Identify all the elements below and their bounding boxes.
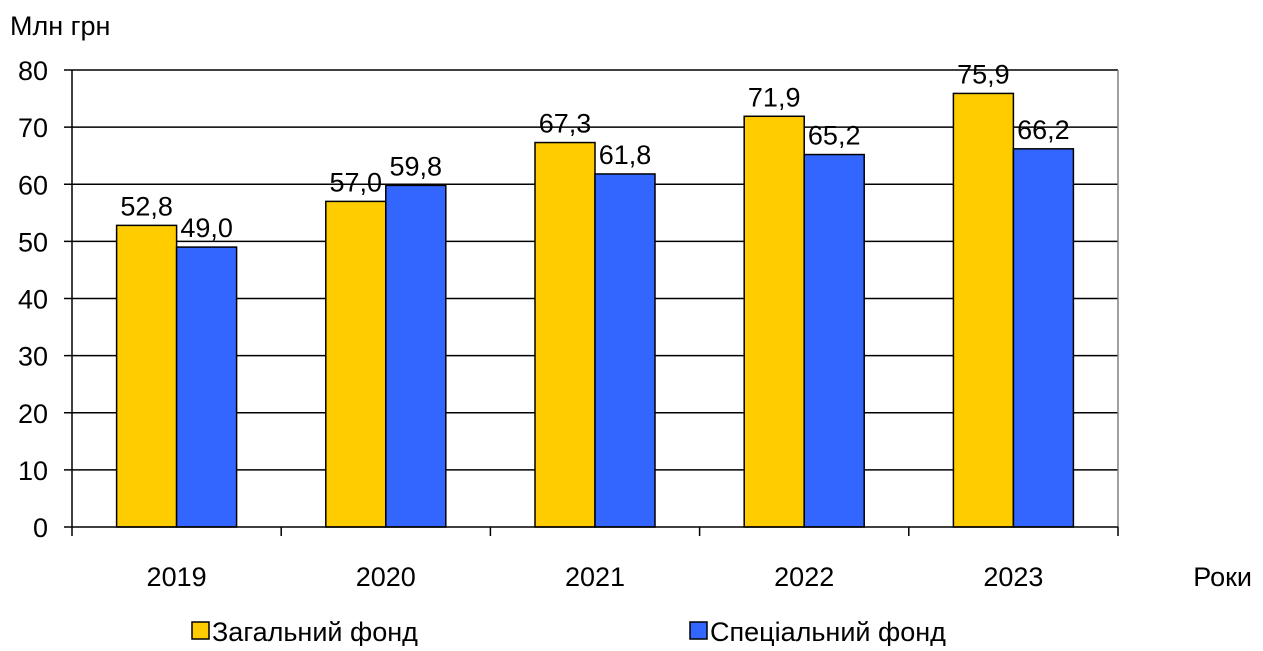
legend-item-series-1: Загальний фонд [191,617,418,647]
y-tick-label: 0 [33,513,48,543]
legend: Загальний фонд Спеціальний фонд [191,617,946,647]
y-tick-label: 40 [18,285,48,315]
y-tick-label: 80 [18,56,48,86]
bar-series-1-2019 [115,224,178,528]
data-label-series-2-2019: 49,0 [180,213,233,243]
data-label-series-2-2023: 66,2 [1017,115,1070,145]
y-tick-label: 70 [18,113,48,143]
bar-series-2-2020 [385,184,447,528]
x-tick-label: 2020 [356,562,416,592]
y-tick-label: 20 [18,399,48,429]
x-axis-title: Роки [1193,562,1252,592]
bars [115,92,1075,528]
bar-series-1-2023 [952,92,1015,528]
x-tick-label: 2023 [983,562,1043,592]
data-label-series-1-2020: 57,0 [330,167,383,197]
y-tick-label: 60 [18,170,48,200]
data-label-series-1-2022: 71,9 [748,82,801,112]
y-axis-title: Млн грн [10,11,110,41]
bar-series-2-2019 [175,246,238,528]
data-label-series-1-2021: 67,3 [539,109,592,139]
bar-series-2-2021 [594,173,656,528]
x-tick-label: 2021 [565,562,625,592]
y-tick-label: 10 [18,456,48,486]
data-label-series-2-2021: 61,8 [599,140,652,170]
legend-swatch-series-1 [191,621,210,640]
legend-item-series-2: Спеціальний фонд [689,617,946,647]
x-tick-label: 2022 [774,562,834,592]
bar-series-1-2021 [534,141,596,528]
bar-series-2-2022 [803,153,865,528]
bar-series-1-2020 [325,200,387,528]
legend-label-series-1: Загальний фонд [212,617,418,646]
legend-swatch-series-2 [689,621,708,640]
bar-series-1-2022 [743,115,805,528]
data-labels: 52,849,0 57,059,8 67,361,8 71,965,2 75,966,2 [120,59,1069,243]
data-label-series-1-2019: 52,8 [120,191,173,221]
bar-series-2-2023 [1012,148,1075,528]
data-label-series-2-2022: 65,2 [808,121,861,151]
y-tick-label: 30 [18,342,48,372]
data-label-series-2-2020: 59,8 [390,151,443,181]
y-tick-label: 50 [18,227,48,257]
data-label-series-1-2023: 75,9 [957,59,1010,89]
x-tick-label: 2019 [147,562,207,592]
legend-label-series-2: Спеціальний фонд [710,617,946,646]
axes: 0 10 20 30 40 50 60 70 80 2019 2020 2021 2022 2023 [18,56,1119,592]
